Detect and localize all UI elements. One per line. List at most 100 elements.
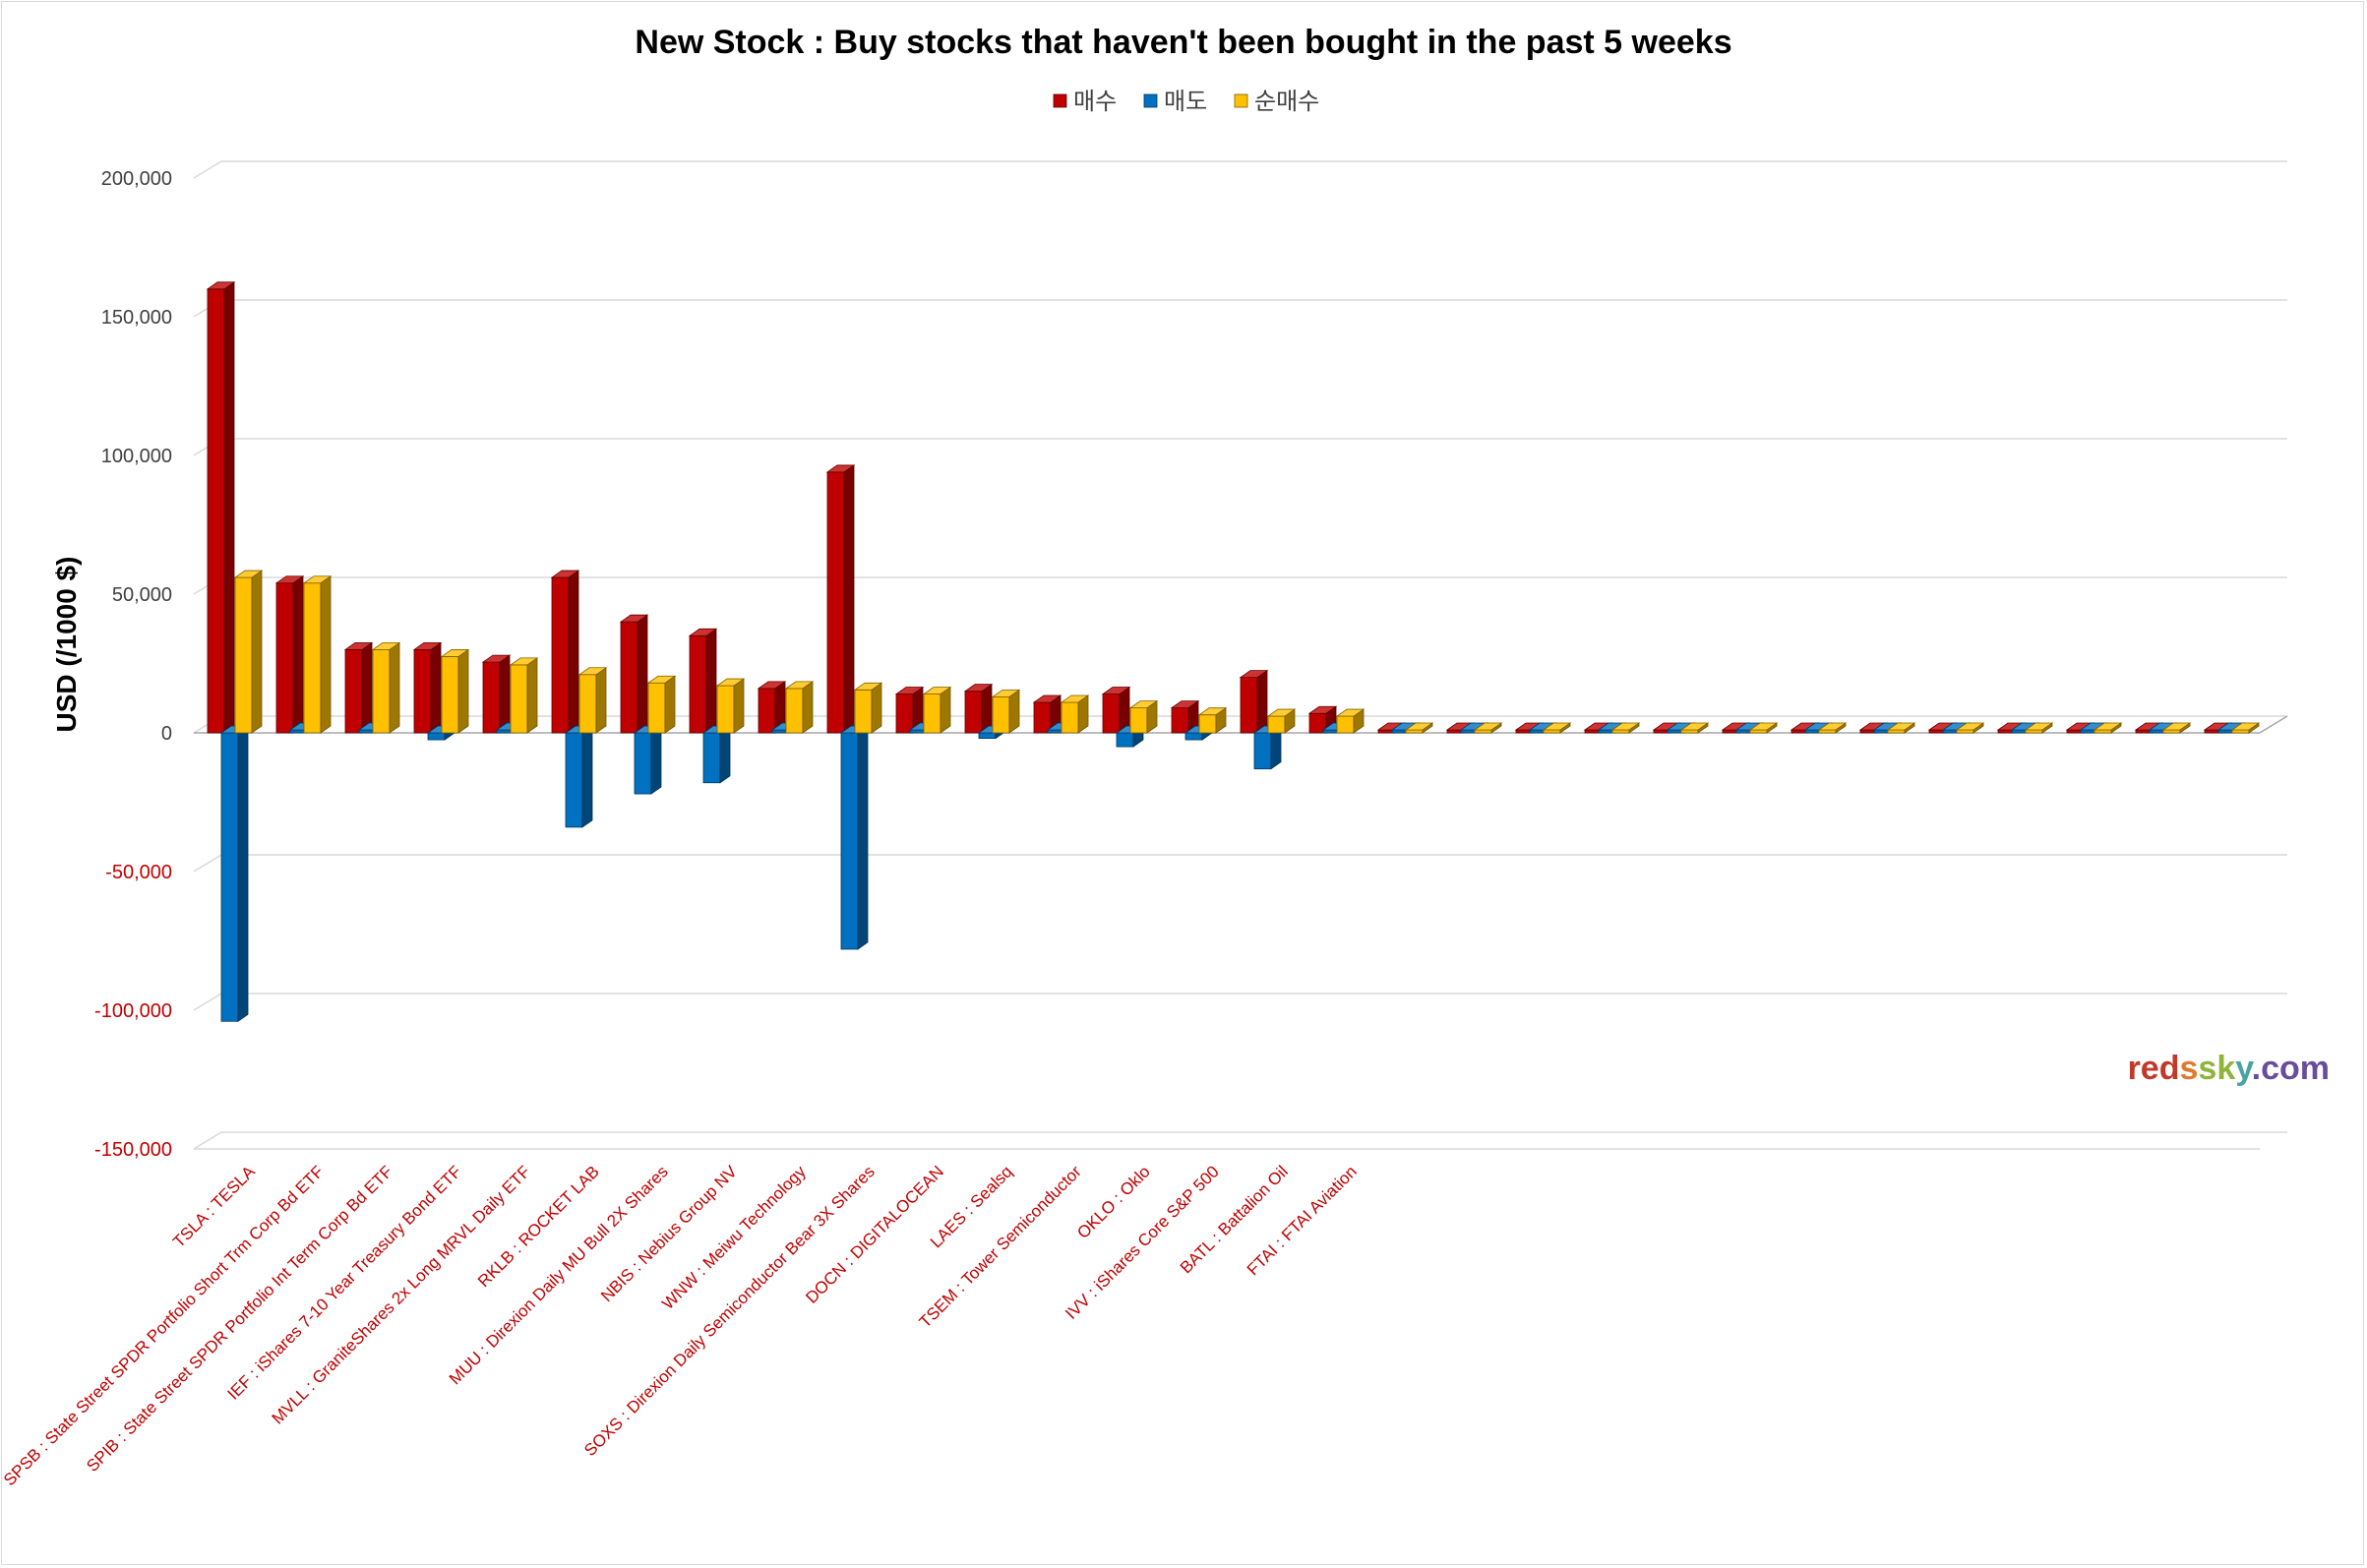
- bar-front: [1240, 677, 1258, 734]
- bar-side: [568, 570, 579, 734]
- bar-top: [2093, 722, 2123, 731]
- bar-순매수-10: [922, 686, 952, 734]
- bar-front: [854, 689, 873, 734]
- bar-순매수-25: [1955, 722, 1985, 734]
- legend-swatch: [1143, 93, 1158, 108]
- bar-front: [482, 661, 501, 734]
- bar-순매수-12: [1060, 694, 1090, 734]
- bar-front: [1543, 729, 1561, 734]
- bar-top: [1128, 700, 1159, 709]
- bar-side: [457, 648, 469, 734]
- bar-순매수-0: [233, 570, 264, 734]
- bar-top: [206, 281, 236, 290]
- bar-매수-3: [412, 641, 443, 734]
- bar-순매수-8: [784, 681, 815, 734]
- bar-front: [1253, 732, 1272, 770]
- x-tick-label: DOCN : DIGITALOCEAN: [802, 1162, 946, 1306]
- bar-순매수-16: [1335, 708, 1366, 734]
- bar-top: [509, 657, 539, 666]
- bar-front: [1198, 714, 1217, 734]
- watermark-part: red: [2128, 1050, 2180, 1087]
- bar-top: [1404, 722, 1434, 731]
- bar-top: [1748, 722, 1779, 731]
- bar-side: [361, 641, 373, 734]
- bar-top: [757, 681, 787, 690]
- bar-top: [1266, 708, 1297, 717]
- bar-매도-0: [219, 725, 250, 1023]
- bar-순매수-28: [2161, 722, 2192, 734]
- bar-front: [2231, 729, 2250, 734]
- bar-front: [1818, 729, 1837, 734]
- bar-top: [1542, 722, 1572, 731]
- bar-front: [826, 471, 845, 734]
- bar-front: [1116, 732, 1134, 748]
- bar-매수-13: [1101, 686, 1131, 734]
- bar-side: [292, 574, 304, 734]
- bar-front: [1405, 729, 1424, 734]
- bar-top: [1955, 722, 1985, 731]
- bar-front: [578, 674, 597, 734]
- bar-순매수-17: [1404, 722, 1434, 734]
- bar-front: [2025, 729, 2043, 734]
- y-tick-label: 100,000: [101, 446, 172, 467]
- bar-front: [978, 732, 997, 740]
- bar-top: [440, 649, 470, 657]
- bar-top: [371, 642, 401, 650]
- bar-top: [1473, 722, 1503, 731]
- bar-top: [825, 464, 856, 473]
- bar-top: [922, 687, 952, 694]
- bar-front: [2094, 729, 2112, 734]
- bar-front: [510, 664, 528, 734]
- bar-front: [234, 576, 253, 734]
- gridline-depth: [193, 1131, 222, 1150]
- bar-순매수-23: [1817, 722, 1848, 734]
- bar-side: [320, 574, 332, 734]
- bar-매수-7: [688, 628, 718, 734]
- bar-순매수-2: [371, 641, 401, 734]
- watermark-logo: redssky.com: [2128, 1050, 2330, 1087]
- x-tick-label: WNW : Meiwu Technology: [658, 1162, 810, 1313]
- bar-매수-4: [481, 654, 512, 734]
- bar-top: [646, 675, 677, 684]
- gridlines: [193, 160, 2288, 1150]
- y-tick-label: 50,000: [112, 584, 172, 606]
- bar-side: [237, 725, 249, 1023]
- bar-side: [499, 654, 511, 734]
- bar-side: [650, 725, 662, 795]
- legend: 매수 매도 순매수: [1053, 88, 1319, 115]
- chart-title: New Stock : Buy stocks that haven't been…: [635, 24, 1731, 61]
- bar-front: [220, 732, 239, 1022]
- bar-top: [1610, 722, 1641, 731]
- legend-label: 순매수: [1254, 88, 1319, 115]
- bars: [206, 281, 2261, 1023]
- bar-front: [372, 649, 391, 734]
- bar-side: [843, 464, 855, 734]
- bar-순매수-21: [1679, 722, 1710, 734]
- bar-side: [251, 570, 263, 734]
- bar-top: [1032, 694, 1062, 703]
- bar-side: [1008, 689, 1020, 734]
- bar-순매수-6: [646, 675, 677, 734]
- bar-top: [481, 654, 512, 663]
- bar-top: [577, 667, 608, 676]
- bar-top: [2024, 722, 2054, 731]
- y-tick-label: 200,000: [101, 168, 172, 190]
- bar-side: [526, 657, 538, 734]
- bar-top: [2230, 722, 2261, 731]
- bar-순매수-22: [1748, 722, 1779, 734]
- bar-front: [1474, 729, 1492, 734]
- bar-front: [895, 694, 914, 734]
- bar-매수-2: [343, 641, 374, 734]
- bar-순매수-7: [715, 678, 746, 734]
- bar-매도-5: [564, 725, 594, 828]
- bar-top: [894, 687, 925, 694]
- legend-swatch: [1234, 93, 1248, 108]
- bar-top: [1335, 708, 1366, 717]
- bar-top: [274, 575, 305, 584]
- bar-front: [275, 582, 294, 734]
- bar-front: [441, 656, 459, 734]
- bar-front: [634, 732, 652, 795]
- bar-매수-1: [274, 574, 305, 734]
- bar-순매수-27: [2093, 722, 2123, 734]
